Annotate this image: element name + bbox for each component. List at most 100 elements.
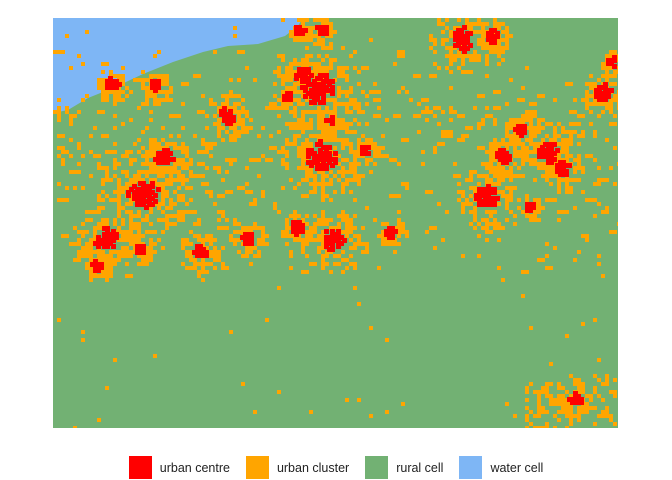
urban-cluster-cell	[337, 70, 341, 74]
urban-cluster-cell	[505, 134, 509, 138]
urban-cluster-cell	[573, 98, 577, 102]
urban-cluster-cell	[485, 218, 489, 222]
urban-cluster-cell	[281, 90, 285, 94]
urban-cluster-cell	[493, 146, 497, 150]
urban-cluster-cell	[201, 266, 205, 270]
legend-swatch	[365, 456, 389, 479]
urban-cluster-cell	[521, 270, 529, 274]
urban-cluster-cell	[521, 154, 525, 158]
urban-cluster-cell	[145, 214, 149, 218]
urban-cluster-cell	[537, 166, 541, 170]
urban-cluster-cell	[461, 202, 465, 206]
urban-cluster-cell	[293, 58, 297, 62]
urban-cluster-cell	[489, 230, 493, 234]
urban-cluster-cell	[289, 66, 293, 70]
urban-cluster-cell	[529, 150, 533, 154]
urban-cluster-cell	[557, 386, 561, 390]
urban-centre-cell	[474, 196, 479, 201]
urban-cluster-cell	[57, 98, 61, 102]
urban-cluster-cell	[345, 230, 349, 234]
urban-cluster-cell	[469, 174, 473, 178]
urban-cluster-cell	[105, 178, 109, 182]
urban-centre-cell	[324, 235, 329, 240]
urban-cluster-cell	[341, 214, 345, 218]
urban-centre-cell	[168, 151, 173, 156]
urban-cluster-cell	[297, 126, 301, 130]
urban-cluster-cell	[605, 382, 609, 386]
urban-cluster-cell	[85, 210, 93, 214]
urban-centre-cell	[456, 31, 461, 36]
urban-cluster-cell	[237, 250, 241, 254]
urban-centre-cell	[462, 43, 467, 48]
urban-centre-cell	[522, 124, 527, 129]
urban-cluster-cell	[125, 86, 129, 90]
urban-cluster-cell	[341, 146, 345, 150]
urban-cluster-cell	[325, 222, 329, 226]
urban-cluster-cell	[205, 262, 209, 266]
urban-centre-cell	[291, 223, 296, 228]
urban-centre-cell	[246, 241, 251, 246]
urban-cluster-cell	[161, 230, 165, 234]
urban-centre-cell	[561, 166, 566, 171]
urban-cluster-cell	[609, 50, 613, 54]
urban-centre-cell	[114, 79, 119, 84]
urban-cluster-cell	[593, 390, 597, 394]
urban-cluster-cell	[493, 50, 497, 54]
urban-cluster-cell	[121, 186, 125, 190]
urban-centre-cell	[477, 199, 482, 204]
urban-cluster-cell	[329, 130, 333, 134]
urban-centre-cell	[384, 232, 389, 237]
urban-cluster-cell	[325, 46, 329, 50]
urban-cluster-cell	[561, 146, 565, 150]
urban-cluster-cell	[245, 114, 249, 118]
urban-centre-cell	[597, 97, 602, 102]
urban-cluster-cell	[501, 178, 505, 182]
urban-cluster-cell	[89, 278, 93, 282]
urban-centre-cell	[480, 190, 485, 195]
urban-cluster-cell	[161, 198, 165, 202]
urban-cluster-cell	[457, 174, 461, 178]
urban-centre-cell	[327, 118, 332, 123]
urban-centre-cell	[546, 151, 551, 156]
urban-cluster-cell	[353, 50, 357, 54]
urban-centre-cell	[291, 220, 296, 225]
urban-cluster-cell	[261, 190, 265, 194]
urban-centre-cell	[198, 250, 203, 255]
urban-cluster-cell	[285, 154, 289, 158]
urban-centre-cell	[459, 46, 464, 51]
urban-cluster-cell	[501, 226, 505, 230]
urban-cluster-cell	[173, 170, 177, 174]
urban-cluster-cell	[305, 254, 309, 258]
urban-cluster-cell	[301, 38, 305, 42]
urban-cluster-cell	[537, 126, 541, 130]
urban-cluster-cell	[293, 126, 297, 130]
urban-cluster-cell	[469, 54, 473, 58]
urban-cluster-cell	[545, 426, 549, 428]
urban-cluster-cell	[101, 218, 105, 222]
urban-cluster-cell	[293, 138, 297, 142]
urban-centre-cell	[309, 91, 314, 96]
urban-cluster-cell	[137, 106, 141, 110]
urban-cluster-cell	[521, 146, 525, 150]
urban-cluster-cell	[185, 210, 193, 214]
urban-cluster-cell	[345, 110, 349, 114]
urban-cluster-cell	[345, 66, 349, 70]
urban-centre-cell	[594, 88, 599, 93]
urban-cluster-cell	[101, 270, 105, 274]
urban-cluster-cell	[617, 222, 618, 226]
urban-cluster-cell	[505, 46, 509, 50]
urban-cluster-cell	[449, 106, 453, 110]
urban-cluster-cell	[333, 98, 337, 102]
urban-centre-cell	[315, 94, 320, 99]
urban-centre-cell	[297, 73, 302, 78]
urban-cluster-cell	[157, 174, 161, 178]
urban-cluster-cell	[137, 170, 141, 174]
urban-cluster-cell	[345, 122, 349, 126]
urban-cluster-cell	[317, 250, 321, 254]
urban-centre-cell	[294, 232, 299, 237]
urban-cluster-cell	[113, 262, 117, 266]
urban-cluster-cell	[397, 54, 405, 58]
urban-cluster-cell	[577, 414, 581, 418]
urban-cluster-cell	[57, 106, 61, 110]
urban-cluster-cell	[205, 126, 209, 130]
